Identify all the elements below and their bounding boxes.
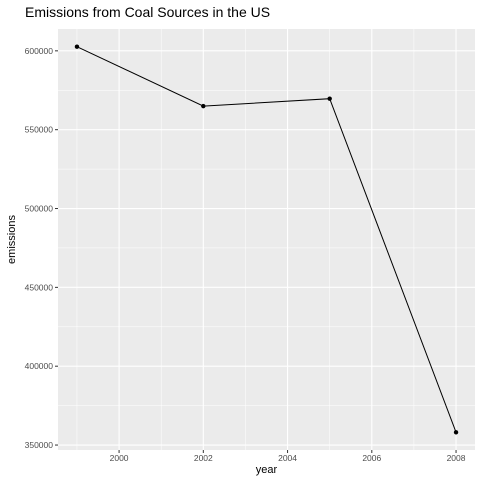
x-tick-label: 2000 bbox=[110, 453, 129, 463]
data-points bbox=[74, 44, 459, 435]
data-point bbox=[74, 44, 80, 49]
x-tick-label: 2008 bbox=[447, 453, 466, 463]
y-tick-label: 500000 bbox=[25, 204, 54, 214]
x-axis: 2000 2002 2004 2006 2008 bbox=[110, 450, 466, 463]
y-tick-label: 400000 bbox=[25, 361, 54, 371]
x-tick-label: 2002 bbox=[194, 453, 213, 463]
chart-title: Emissions from Coal Sources in the US bbox=[25, 4, 270, 20]
y-axis: 350000 400000 450000 500000 550000 600000 bbox=[25, 46, 58, 450]
y-tick-label: 600000 bbox=[25, 46, 54, 56]
data-point bbox=[201, 103, 206, 109]
x-axis-title: year bbox=[256, 464, 278, 476]
grid-lines bbox=[58, 29, 475, 450]
series-layer bbox=[76, 46, 457, 433]
y-tick-label: 550000 bbox=[25, 125, 54, 135]
x-tick-label: 2006 bbox=[362, 453, 381, 463]
plot-panel bbox=[58, 29, 475, 450]
data-point bbox=[453, 430, 459, 435]
x-tick-label: 2004 bbox=[278, 453, 297, 463]
y-axis-title: emissions bbox=[6, 215, 18, 264]
y-tick-label: 350000 bbox=[25, 440, 54, 450]
y-tick-label: 450000 bbox=[25, 282, 54, 292]
series-line-emissions bbox=[76, 46, 457, 433]
data-point bbox=[327, 96, 332, 101]
